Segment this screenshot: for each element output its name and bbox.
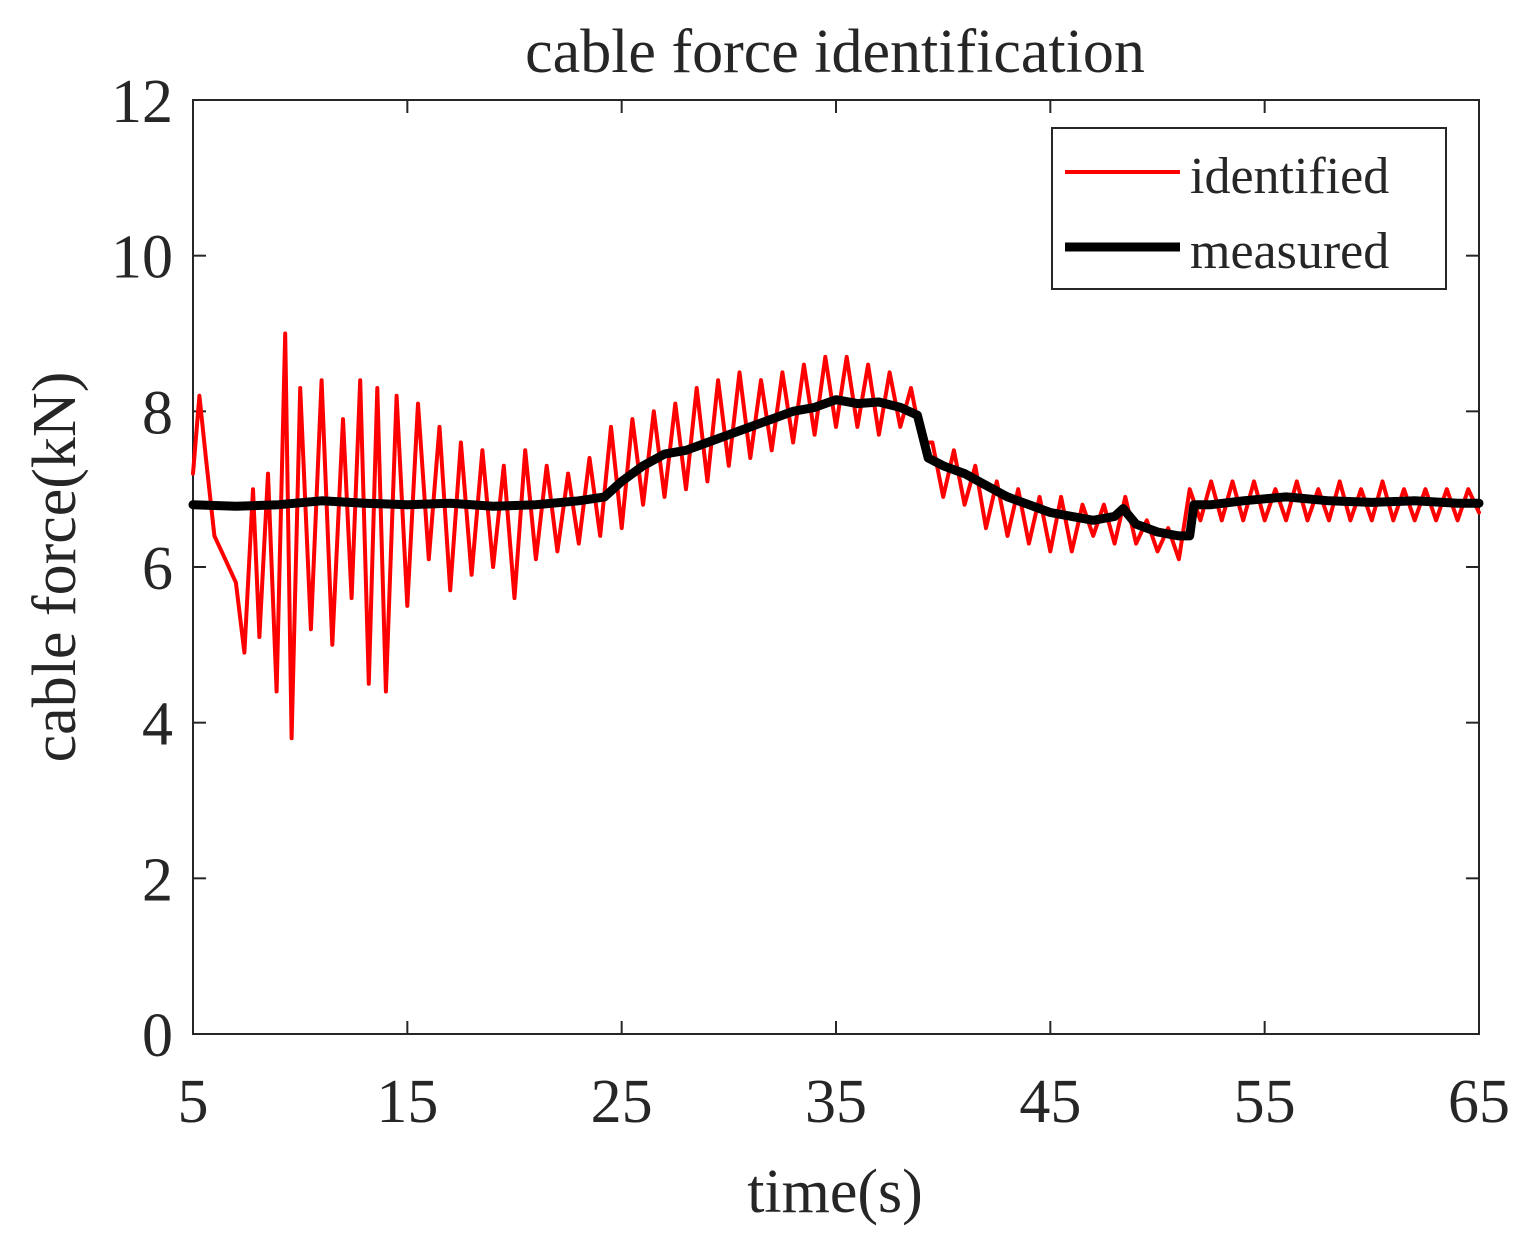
y-tick-label: 6: [142, 535, 173, 603]
y-axis-label: cable force(kN): [21, 372, 89, 763]
series-line-measured: [188, 395, 1484, 541]
chart-title: cable force identification: [525, 18, 1145, 86]
y-tick-label: 0: [142, 1002, 173, 1070]
x-tick-label: 55: [1234, 1068, 1296, 1136]
x-tick-label: 25: [591, 1068, 653, 1136]
series-layer: [188, 331, 1484, 741]
legend-label-identified: identified: [1190, 148, 1389, 205]
series-line-identified: [191, 331, 1481, 741]
y-tick-label: 8: [142, 379, 173, 447]
x-axis: 5 15 25 35 45 55 65: [178, 100, 1510, 1136]
x-tick-label: 45: [1019, 1068, 1081, 1136]
y-tick-label: 2: [142, 846, 173, 914]
legend: identified measured: [1051, 127, 1447, 290]
x-tick-label: 5: [178, 1068, 209, 1136]
y-tick-label: 10: [111, 224, 173, 292]
y-tick-label: 12: [111, 68, 173, 136]
x-tick-label: 15: [376, 1068, 438, 1136]
y-tick-label: 4: [142, 691, 173, 759]
legend-box: [1051, 127, 1447, 290]
y-axis: 0 2 4 6 8 10 12: [111, 68, 1479, 1070]
legend-label-measured: measured: [1190, 223, 1389, 280]
x-tick-label: 35: [805, 1068, 867, 1136]
x-axis-label: time(s): [747, 1158, 923, 1226]
x-tick-label: 65: [1448, 1068, 1510, 1136]
